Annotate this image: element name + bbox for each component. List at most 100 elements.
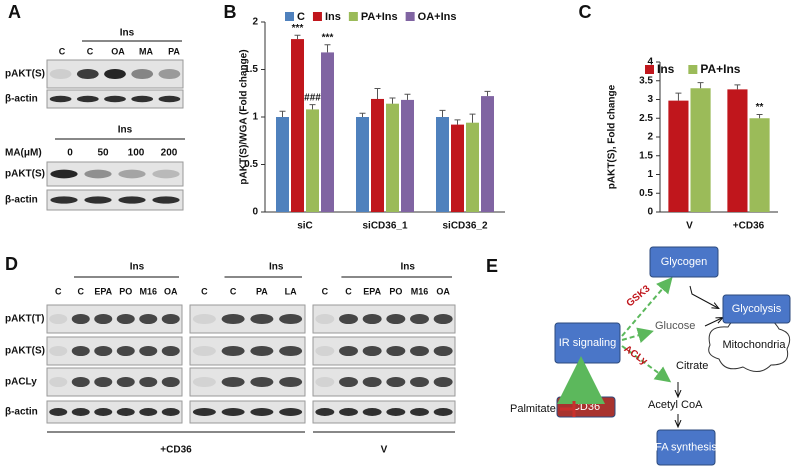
band <box>116 408 135 416</box>
panel-letter: D <box>5 254 18 274</box>
lane-label: PA <box>168 46 180 56</box>
significance-label: *** <box>322 32 334 43</box>
band <box>94 408 113 416</box>
bar <box>371 98 384 212</box>
band <box>279 313 303 325</box>
row-label: pAKT(S) <box>5 169 45 180</box>
node-label: FA synthesis <box>655 441 717 453</box>
band <box>410 345 429 357</box>
legend-swatch <box>312 12 322 21</box>
y-tick-label: 1 <box>252 112 258 123</box>
band <box>139 313 158 325</box>
blot <box>46 367 183 397</box>
blot <box>312 400 456 424</box>
band <box>221 313 245 325</box>
band <box>161 313 180 325</box>
legend-label: Ins <box>325 11 341 23</box>
bar <box>276 117 289 212</box>
inhibit <box>560 401 576 417</box>
error-bar <box>309 104 316 110</box>
blot <box>312 336 456 366</box>
lane-label: C <box>345 286 352 296</box>
band <box>362 408 382 416</box>
band <box>71 376 90 388</box>
band <box>50 196 78 204</box>
row-label: β-actin <box>5 407 38 418</box>
error-bar <box>675 92 682 101</box>
node-label: Glycolysis <box>732 303 782 315</box>
band <box>410 376 429 388</box>
error-bar <box>279 110 286 117</box>
error-bar <box>454 119 461 125</box>
band <box>339 408 358 416</box>
lane-label: C <box>322 286 329 296</box>
band <box>118 196 146 204</box>
panel-letter: A <box>8 2 21 22</box>
panel-letter: B <box>224 2 237 22</box>
band <box>139 408 158 416</box>
legend-swatch <box>405 12 415 21</box>
panel-letter: E <box>486 256 498 276</box>
error-bar <box>404 93 411 100</box>
band <box>192 408 216 416</box>
y-tick-label: 2 <box>252 17 258 28</box>
band <box>76 68 99 80</box>
band <box>158 95 181 103</box>
lane-label: C <box>201 286 208 296</box>
error-bar <box>294 34 301 40</box>
band <box>410 408 429 416</box>
bar <box>386 103 399 212</box>
band <box>131 95 154 103</box>
band <box>250 345 274 357</box>
panel-letter: C <box>579 2 592 22</box>
band <box>152 169 180 179</box>
arrow <box>621 345 672 383</box>
significance-label: ### <box>304 92 321 103</box>
band <box>433 345 453 357</box>
band <box>139 345 158 357</box>
legend-swatch <box>688 65 698 74</box>
band <box>221 376 245 388</box>
bar <box>668 100 689 212</box>
node-box <box>656 429 716 466</box>
x-tick-label: siC <box>297 221 313 232</box>
band <box>94 345 113 357</box>
band <box>433 313 453 325</box>
bar <box>727 89 748 212</box>
band <box>49 68 72 80</box>
band <box>104 95 126 103</box>
error-bar <box>439 109 446 117</box>
lane-label: EPA <box>94 286 112 296</box>
treatment-label: Ins <box>269 262 284 273</box>
row-label: β-actin <box>5 94 38 105</box>
error-bar <box>484 90 491 97</box>
row-label: β-actin <box>5 195 38 206</box>
band <box>71 345 90 357</box>
y-tick-label: 0.5 <box>244 159 258 170</box>
bar <box>401 99 414 212</box>
lane-label: C <box>87 46 94 56</box>
lane-label: C <box>59 46 66 56</box>
blot <box>189 400 306 424</box>
band <box>433 408 453 416</box>
legend-swatch <box>348 12 358 21</box>
legend-label: OA+Ins <box>418 11 457 23</box>
x-tick-label: siCD36_2 <box>442 221 487 232</box>
band <box>221 345 245 357</box>
y-axis-label: pAKT(S)/WGA (Fold change) <box>239 49 250 184</box>
band <box>410 313 429 325</box>
band <box>71 313 90 325</box>
treatment-label: Ins <box>118 125 133 136</box>
bar <box>436 117 449 212</box>
y-tick-label: 1.5 <box>639 150 653 161</box>
error-bar <box>324 44 331 53</box>
band <box>250 408 274 416</box>
significance-label: ** <box>756 102 764 113</box>
bar <box>306 109 319 212</box>
band <box>315 376 335 388</box>
band <box>49 345 68 357</box>
y-tick-label: 0 <box>647 207 653 218</box>
lane-label: C <box>55 286 62 296</box>
node-box <box>649 246 719 278</box>
